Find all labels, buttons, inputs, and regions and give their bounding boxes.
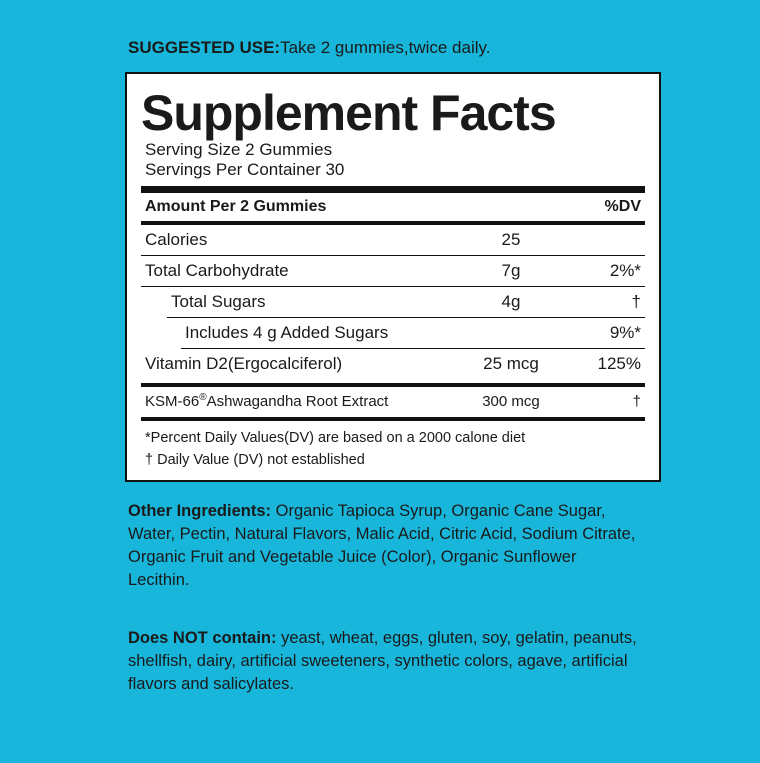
nutrient-row: Includes 4 g Added Sugars 9%* [181,318,645,349]
nutrient-dv: † [632,392,641,410]
does-not-contain: Does NOT contain: yeast, wheat, eggs, gl… [128,627,640,696]
divider [141,186,645,193]
nutrient-row: KSM-66®Ashwagandha Root Extract 300 mcg † [141,387,645,415]
suggested-use-label: SUGGESTED USE: [128,38,281,57]
nutrient-dv: † [631,292,641,311]
divider [141,417,645,421]
nutrient-name: KSM-66®Ashwagandha Root Extract [141,392,451,410]
suggested-use: SUGGESTED USE:Take 2 gummies,twice daily… [128,38,490,58]
footnote: † Daily Value (DV) not established [145,452,365,468]
nutrient-amount: 25 [501,230,521,249]
divider [141,221,645,225]
nutrient-name: Total Sugars [171,292,266,311]
nutrient-name-part: KSM-66 [145,393,200,410]
header-amount: Amount Per 2 Gummies [145,198,327,215]
table-body: Calories 25 Total Carbohydrate 7g 2%* Total S… [141,225,645,421]
registered-mark: ® [199,392,207,403]
nutrient-name-part: Ashwagandha Root Extract [206,393,389,410]
nutrient-row: Calories 25 [141,225,645,256]
footnote: *Percent Daily Values(DV) are based on a… [145,430,526,446]
nutrient-name: Calories [145,230,208,249]
nutrient-amount: 7g [501,261,521,280]
other-ingredients-text: Organic Tapioca Syrup, Organic Cane Suga… [128,502,636,589]
nutrient-name: Vitamin D2(Ergocalciferol) [145,354,343,373]
header-dv: %DV [604,198,641,215]
divider [141,383,645,387]
nutrient-amount: 300 mcg [482,392,540,410]
does-not-contain-label: Does NOT contain: [128,629,277,647]
footnotes: *Percent Daily Values(DV) are based on a… [141,427,645,471]
facts-title: Supplement Facts [141,85,557,141]
facts-panel: Supplement Facts Serving Size 2 Gummies … [125,72,661,482]
other-ingredients-label: Other Ingredients: [128,502,272,520]
nutrient-row: Total Sugars 4g † [167,287,645,318]
nutrient-amount: 4g [501,292,521,311]
nutrient-name: Includes 4 g Added Sugars [185,323,389,342]
nutrient-row: Vitamin D2(Ergocalciferol) 25 mcg 125% [141,349,645,379]
nutrient-dv: 2%* [609,261,641,280]
nutrient-amount: 25 mcg [483,354,539,373]
suggested-use-text: Take 2 gummies,twice daily. [280,38,491,57]
does-not-contain-text: yeast, wheat, eggs, gluten, soy, gelatin… [128,629,637,693]
table-header: Amount Per 2 Gummies %DV [141,193,645,221]
nutrient-name: Total Carbohydrate [145,261,289,280]
servings-per-container: Servings Per Container 30 [145,160,345,179]
nutrient-row: Total Carbohydrate 7g 2%* [141,256,645,287]
nutrient-dv: 125% [597,354,641,373]
other-ingredients: Other Ingredients: Organic Tapioca Syrup… [128,500,640,592]
nutrient-dv: 9%* [609,323,641,342]
serving-size: Serving Size 2 Gummies [145,140,333,159]
